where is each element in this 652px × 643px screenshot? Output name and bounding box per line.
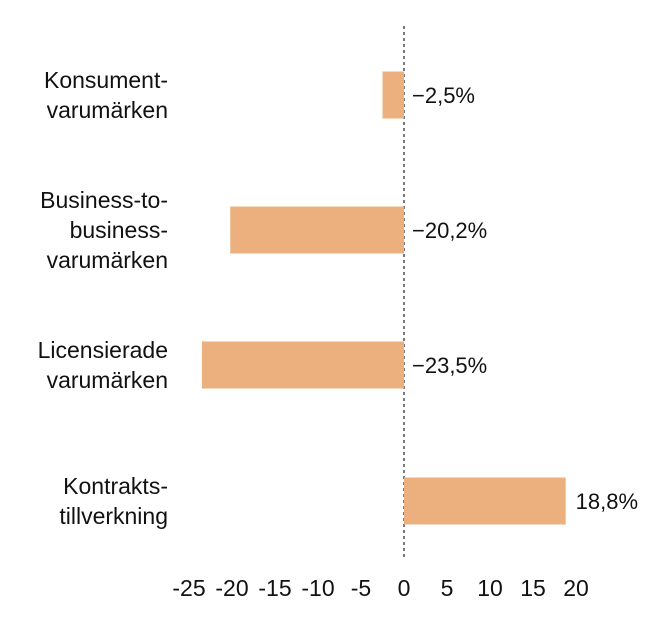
x-tick-label-2: -15 [258,575,291,601]
category-label-3-0: Kontrakts- [63,473,168,499]
x-tick-label-7: 10 [477,575,503,601]
bar-2 [201,341,404,389]
category-label-0-0: Konsument- [44,67,168,93]
category-label-1-0: Business-to- [40,187,168,213]
x-tick-label-1: -20 [215,575,248,601]
category-label-3-1: tillverkning [59,503,168,529]
category-label-1-2: varumärken [47,247,168,273]
value-label-0: −2,5% [412,83,475,108]
value-label-3: 18,8% [576,489,638,514]
x-tick-label-5: 0 [398,575,411,601]
x-tick-label-0: -25 [172,575,205,601]
bar-3 [404,477,566,525]
x-tick-label-8: 15 [520,575,546,601]
bar-1 [230,206,404,254]
category-label-2-0: Licensierade [38,337,168,363]
x-tick-label-6: 5 [441,575,454,601]
category-label-2-1: varumärken [47,367,168,393]
bar-0 [382,71,404,119]
category-label-0-1: varumärken [47,97,168,123]
value-label-1: −20,2% [412,218,487,243]
category-label-1-1: business- [70,217,168,243]
x-tick-label-4: -5 [351,575,371,601]
x-tick-label-9: 20 [563,575,589,601]
x-tick-label-3: -10 [301,575,334,601]
value-label-2: −23,5% [412,353,487,378]
